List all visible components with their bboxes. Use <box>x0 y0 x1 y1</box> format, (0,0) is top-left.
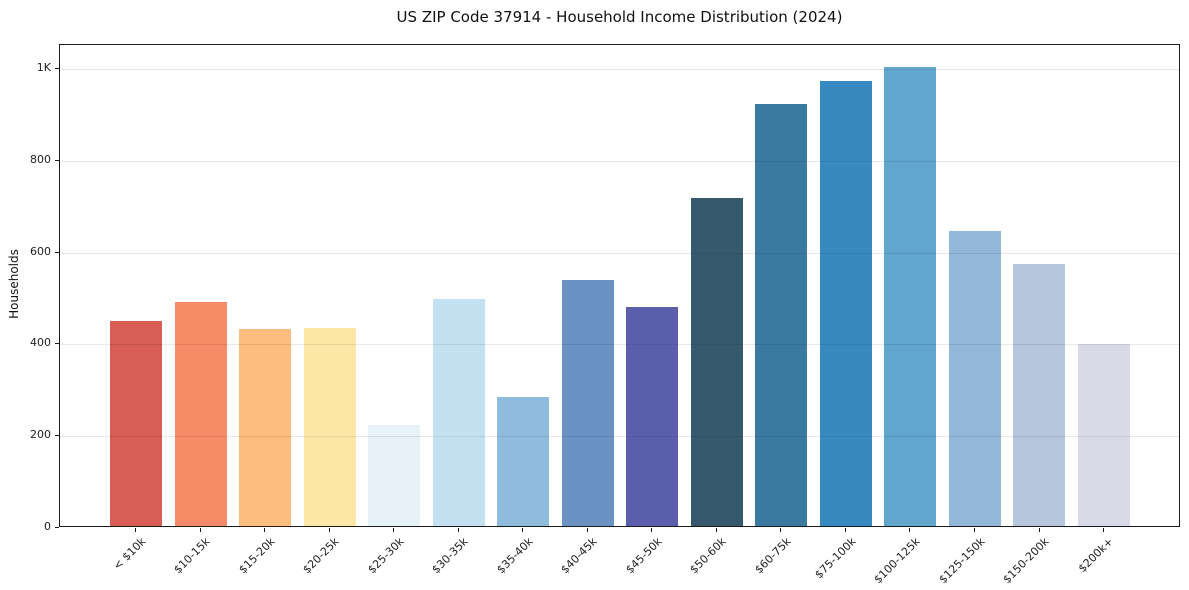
x-tick-mark <box>973 528 975 532</box>
x-tick-mark <box>909 528 911 532</box>
y-tick-mark <box>55 251 59 253</box>
x-tick-label: $20-25k <box>300 535 342 577</box>
bar <box>626 306 679 526</box>
x-tick-mark <box>135 528 136 532</box>
x-tick-label: $50-60k <box>687 535 730 577</box>
y-tick-mark <box>55 67 59 69</box>
x-tick-mark <box>715 528 717 532</box>
y-tick-label: 400 <box>30 336 51 350</box>
chart-title: US ZIP Code 37914 - Household Income Dis… <box>396 8 843 26</box>
y-tick-mark <box>55 159 59 161</box>
x-tick-mark <box>522 528 524 532</box>
bar <box>110 320 162 526</box>
bar <box>1013 264 1066 526</box>
x-tick-label: $40-45k <box>558 535 600 577</box>
x-tick-label: $35-40k <box>494 535 536 577</box>
x-tick-label: $30-35k <box>429 535 471 577</box>
x-tick-mark <box>1103 528 1104 532</box>
bar <box>497 397 550 526</box>
x-tick-mark <box>393 528 395 532</box>
x-tick-mark <box>1038 528 1040 532</box>
x-tick-label: < $10k <box>110 535 149 573</box>
gridline <box>60 344 1179 346</box>
bar <box>174 302 227 526</box>
y-tick-mark <box>55 343 59 345</box>
gridline <box>60 436 1179 438</box>
gridline <box>60 68 1179 70</box>
x-tick-label: $45-50k <box>623 535 665 577</box>
y-tick-mark <box>55 527 59 528</box>
y-tick-mark <box>55 435 59 437</box>
x-tick-mark <box>264 528 266 532</box>
y-tick-label: 200 <box>30 428 51 442</box>
y-tick-label: 0 <box>44 520 51 533</box>
x-tick-mark <box>328 528 330 532</box>
bar <box>561 280 614 526</box>
x-tick-label: $15-20k <box>236 535 278 577</box>
gridline <box>60 160 1179 162</box>
bar <box>239 328 292 526</box>
y-tick-label: 600 <box>30 244 51 258</box>
x-tick-label: $75-100k <box>811 535 859 582</box>
bar <box>303 327 356 526</box>
bar <box>1077 344 1130 526</box>
gridline <box>60 252 1179 254</box>
x-tick-mark <box>780 528 782 532</box>
x-tick-label: $100-125k <box>871 535 923 587</box>
x-tick-mark <box>844 528 846 532</box>
x-tick-label: $125-150k <box>935 535 988 587</box>
bar <box>884 66 937 526</box>
x-tick-label: $10-15k <box>171 535 213 577</box>
bar <box>819 80 872 526</box>
x-tick-mark <box>651 528 653 532</box>
x-tick-label: $150-200k <box>1000 535 1052 587</box>
y-tick-label: 1K <box>36 60 51 74</box>
x-tick-label: $200k+ <box>1076 535 1117 576</box>
plot-area <box>59 44 1180 527</box>
x-tick-label: $60-75k <box>752 535 794 577</box>
x-tick-label: $25-30k <box>365 535 407 577</box>
x-tick-mark <box>199 528 201 532</box>
bar <box>948 231 1001 526</box>
x-tick-mark <box>457 528 459 532</box>
y-tick-label: 800 <box>30 152 51 166</box>
bar <box>690 197 743 526</box>
bar <box>368 425 421 526</box>
bar <box>432 298 485 526</box>
bar <box>755 103 808 526</box>
x-tick-mark <box>586 528 588 532</box>
